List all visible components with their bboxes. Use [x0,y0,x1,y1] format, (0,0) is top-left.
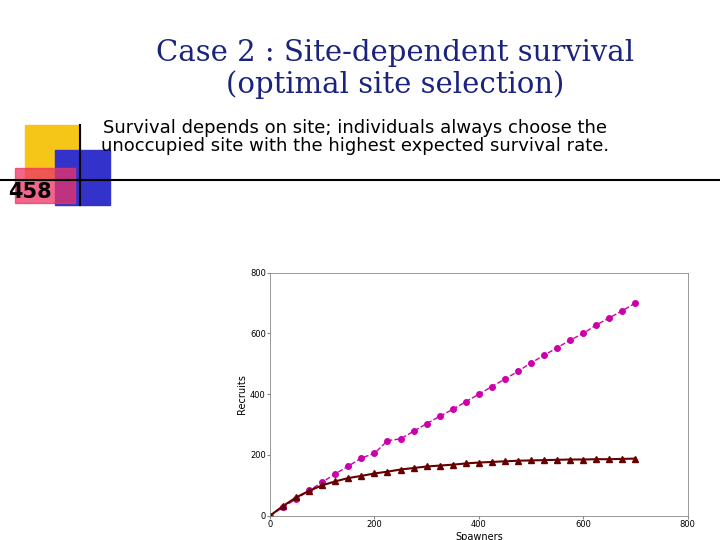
Text: (optimal site selection): (optimal site selection) [226,71,564,99]
Bar [25,125,80,180]
Bar [15,168,75,203]
Y-axis label: Recruits: Recruits [237,374,247,414]
X-axis label: Spawners: Spawners [455,532,503,540]
Text: unoccupied site with the highest expected survival rate.: unoccupied site with the highest expecte… [101,137,609,155]
Text: Survival depends on site; individuals always choose the: Survival depends on site; individuals al… [103,119,607,137]
Text: Case 2 : Site-dependent survival: Case 2 : Site-dependent survival [156,39,634,67]
Text: 458: 458 [8,182,52,202]
Bar [55,150,110,205]
